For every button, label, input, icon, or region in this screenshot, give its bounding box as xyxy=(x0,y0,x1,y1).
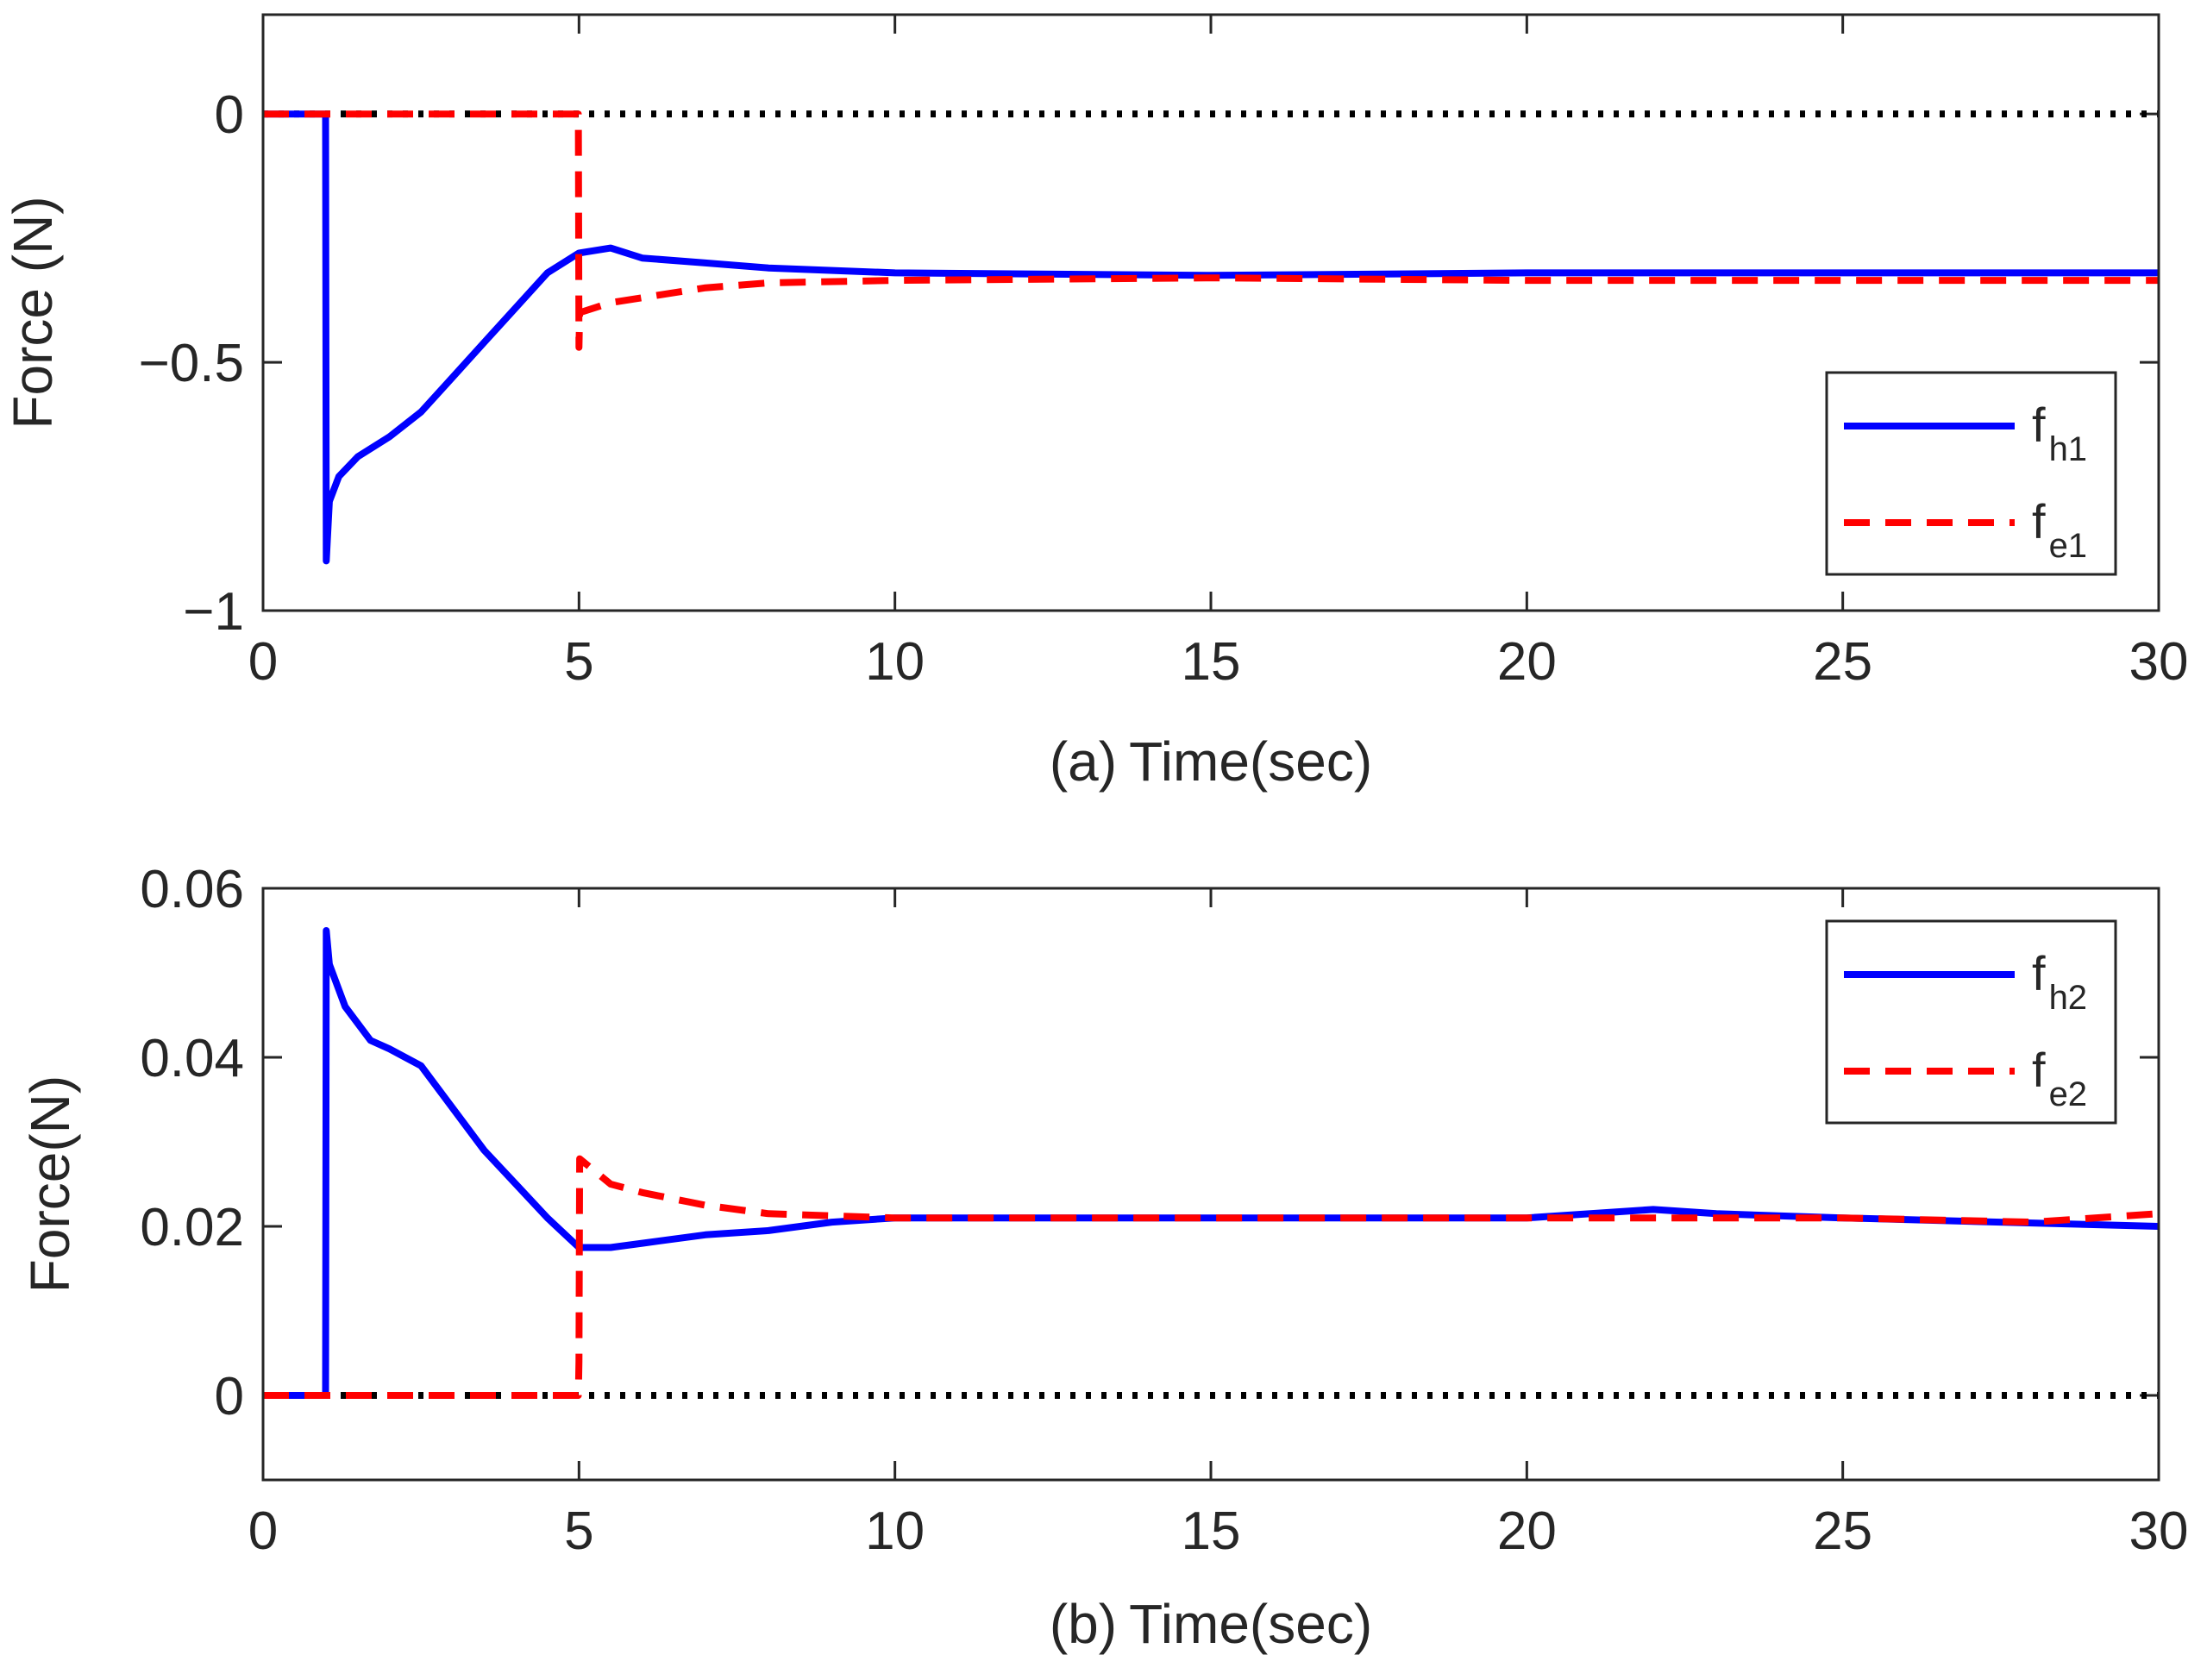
series-line-f-e1 xyxy=(263,110,2159,351)
x-tick-label: 10 xyxy=(865,632,925,692)
y-tick-label: 0.04 xyxy=(140,1029,244,1088)
panel-tag: (a) xyxy=(1050,730,1117,793)
panel-a: 0 5 10 15 20 25 30 −1 −0.5 0 f h1f e1 Force (N) (a) Tim… xyxy=(2,13,2189,793)
x-tick-label: 5 xyxy=(564,632,593,692)
x-tick-label: 25 xyxy=(1813,1501,1872,1561)
x-axis-label: (b) Time(sec) xyxy=(1050,1593,1372,1655)
y-axis-label: Force(N) xyxy=(19,1075,81,1293)
legend-box xyxy=(1825,919,2117,1125)
x-tick-label: 15 xyxy=(1182,632,1241,692)
x-tick-label: 30 xyxy=(2129,1501,2189,1561)
x-tick-label: 0 xyxy=(248,632,278,692)
y-tick-label: 0.02 xyxy=(140,1198,244,1257)
x-tick-label: 0 xyxy=(248,1501,278,1561)
panel-tag: (b) xyxy=(1050,1593,1117,1655)
series-line-f-h1 xyxy=(263,110,2159,565)
x-tick-label: 5 xyxy=(564,1501,593,1561)
panel-b: 0 5 10 15 20 25 30 0 0.02 0.04 0.06 f h2f e2 Force(N) (… xyxy=(19,860,2188,1655)
x-axis-title: Time(sec) xyxy=(1129,1593,1372,1655)
x-axis-title: Time(sec) xyxy=(1129,730,1372,793)
series-line-f-e2 xyxy=(263,1155,2159,1399)
y-axis-label: Force (N) xyxy=(2,196,64,429)
x-tick-label: 30 xyxy=(2129,632,2189,692)
y-tick-label: 0 xyxy=(215,1367,244,1426)
x-tick-label: 25 xyxy=(1813,632,1872,692)
x-tick-label: 20 xyxy=(1497,632,1557,692)
y-tick-label: 0 xyxy=(215,85,244,145)
x-tick-label: 15 xyxy=(1182,1501,1241,1561)
legend: f h2f e2 xyxy=(1825,919,2117,1125)
x-tick-label: 10 xyxy=(865,1501,925,1561)
legend: f h1f e1 xyxy=(1825,371,2117,576)
legend-box xyxy=(1825,371,2117,576)
y-tick-label: −0.5 xyxy=(139,334,244,393)
x-axis-label: (a) Time(sec) xyxy=(1050,730,1372,793)
x-tick-label: 20 xyxy=(1497,1501,1557,1561)
y-tick-label: 0.06 xyxy=(140,860,244,919)
y-tick-label: −1 xyxy=(183,582,244,642)
plot-area xyxy=(261,13,2160,612)
plot-area xyxy=(261,887,2160,1482)
